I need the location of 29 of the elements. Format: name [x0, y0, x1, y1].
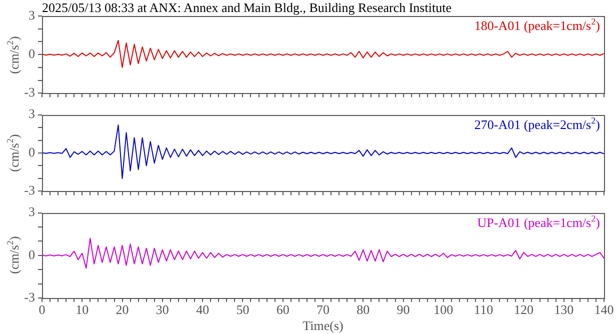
x-tick-label: 110 — [474, 302, 494, 318]
y-tick-label: -3 — [24, 182, 35, 198]
series-label: UP-A01 (peak=1cm/s$^{2}$) — [477, 213, 600, 230]
x-tick-label: 30 — [156, 302, 169, 318]
x-tick-label: 50 — [236, 302, 250, 318]
x-tick-label: 140 — [594, 302, 614, 318]
x-tick-label: 130 — [554, 302, 574, 318]
x-tick-label: 90 — [396, 302, 410, 318]
x-tick-label: 80 — [356, 302, 370, 318]
y-tick-label: 3 — [28, 7, 35, 22]
series-label: 270-A01 (peak=2cm/s$^{2}$) — [474, 115, 600, 132]
x-tick-label: 60 — [276, 302, 290, 318]
x-axis-title: Time(s) — [302, 318, 344, 333]
y-tick-label: 0 — [28, 144, 35, 160]
y-tick-label: 0 — [28, 46, 35, 62]
x-tick-label: 40 — [196, 302, 210, 318]
chart-title: 2025/05/13 08:33 at ANX: Annex and Main Bldg., Building Research Institute — [42, 0, 452, 15]
y-tick-label: 3 — [28, 106, 35, 122]
x-tick-label: 20 — [116, 302, 129, 318]
y-tick-label: -3 — [24, 289, 35, 304]
y-tick-label: 0 — [28, 246, 35, 262]
x-tick-label: 100 — [434, 302, 454, 318]
x-tick-label: 70 — [316, 302, 330, 318]
x-tick-label: 10 — [76, 302, 89, 318]
y-tick-label: 3 — [28, 204, 35, 220]
series-label: 180-A01 (peak=1cm/s$^{2}$) — [474, 16, 600, 33]
x-tick-label: 0 — [38, 302, 46, 318]
x-tick-label: 120 — [514, 302, 534, 318]
y-tick-label: -3 — [24, 84, 35, 100]
